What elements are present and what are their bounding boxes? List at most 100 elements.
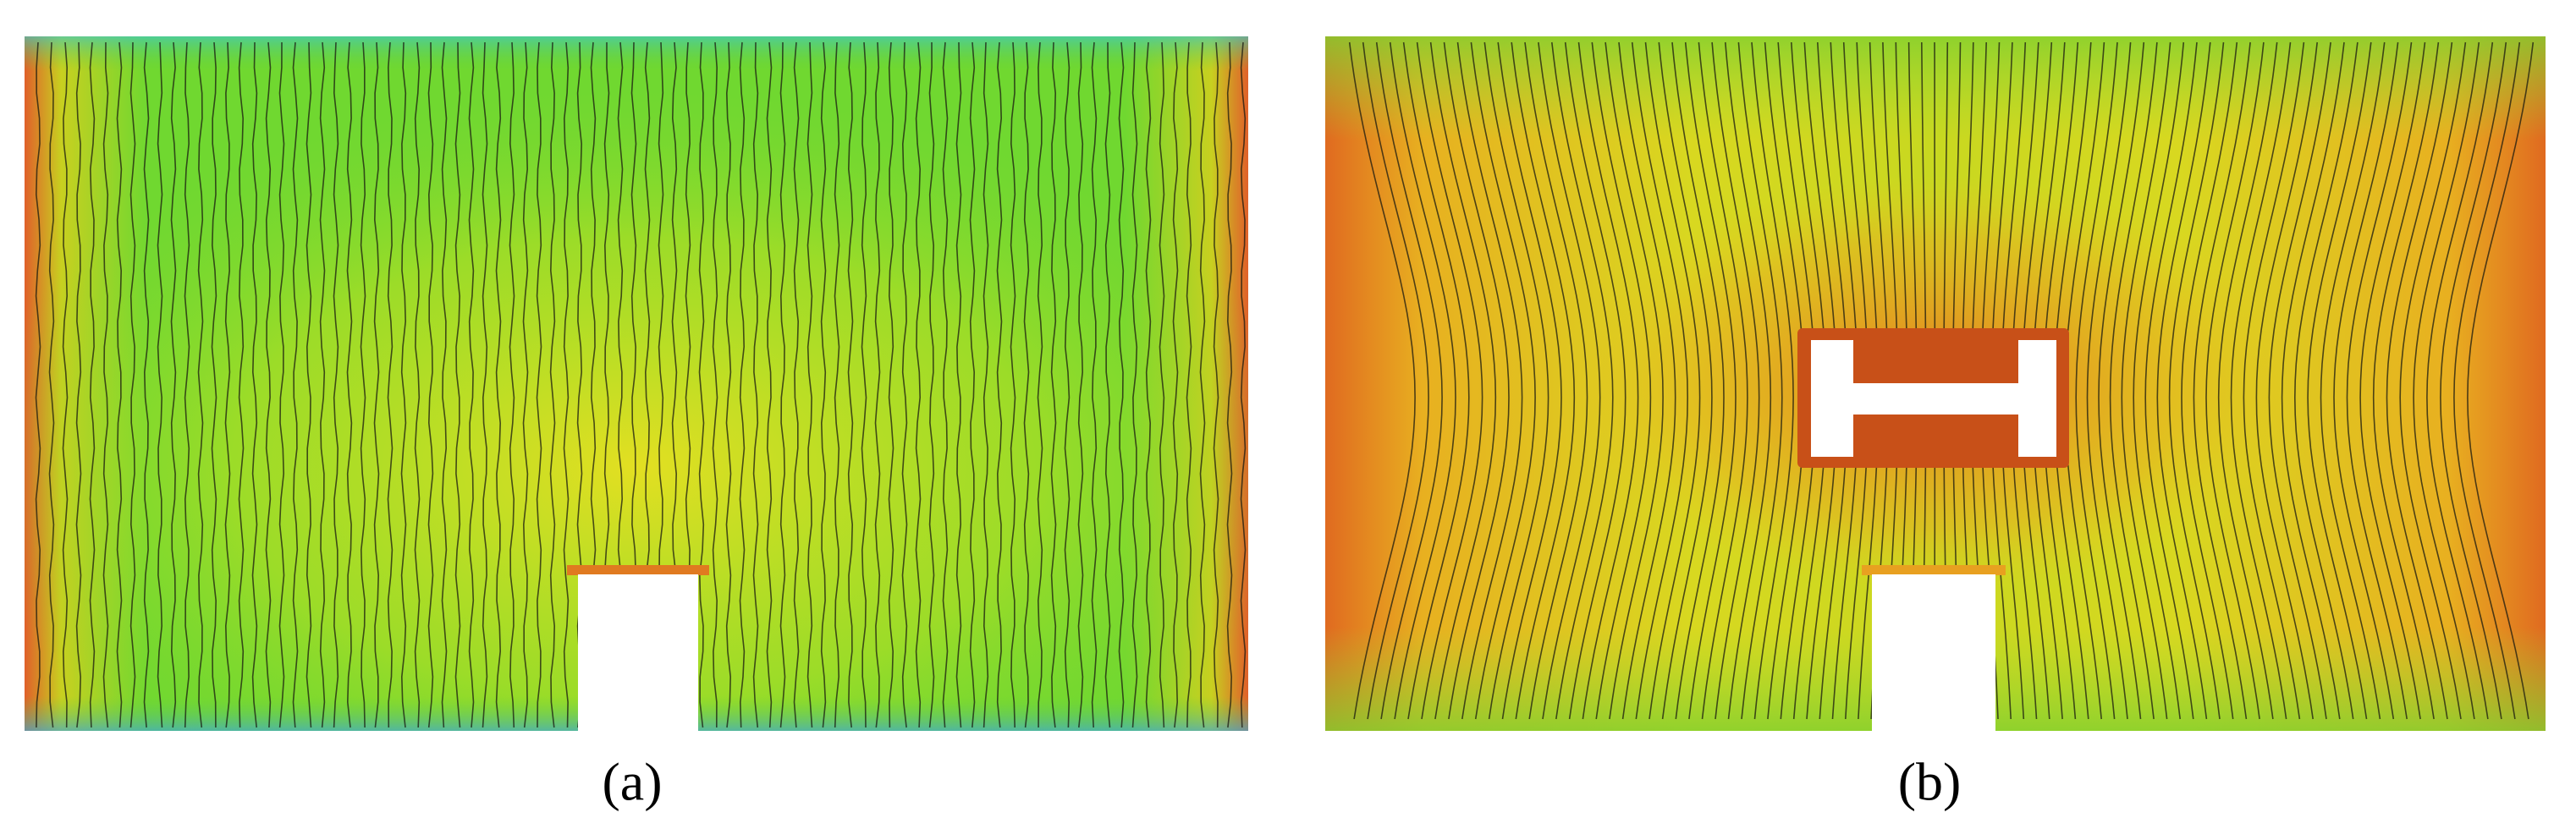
panel-a: (a) <box>25 36 1248 812</box>
field-line <box>333 41 339 728</box>
notch-edge <box>567 565 709 575</box>
field-line <box>1671 41 1725 720</box>
field-line <box>2346 41 2413 720</box>
field-line <box>116 41 123 728</box>
field-line <box>2268 41 2331 720</box>
field-line <box>197 41 204 728</box>
field-line <box>35 41 41 728</box>
field-line <box>969 41 976 728</box>
field-line <box>102 41 109 728</box>
field-line <box>1751 41 1794 720</box>
field-line <box>360 41 366 728</box>
field-line <box>2293 41 2359 720</box>
field-line <box>278 41 285 728</box>
field-line <box>1725 41 1772 720</box>
field-line <box>2359 41 2426 720</box>
field-line <box>2205 41 2265 720</box>
notch <box>578 574 698 732</box>
field-line <box>874 41 881 728</box>
field-line <box>1416 41 1483 720</box>
field-line <box>509 41 515 728</box>
field-line <box>1684 41 1737 720</box>
field-line <box>468 41 475 728</box>
field-line <box>89 41 96 728</box>
field-line <box>1577 41 1639 720</box>
field-line <box>834 41 840 728</box>
field-line <box>2230 41 2292 720</box>
field-line <box>1538 41 1601 720</box>
field-line <box>1145 41 1152 728</box>
field-line <box>1402 41 1470 720</box>
field-line <box>955 41 962 728</box>
field-line <box>2133 41 2185 720</box>
hole <box>1811 340 2056 457</box>
field-line <box>1591 41 1652 720</box>
field-line <box>2168 41 2225 720</box>
field-line <box>1186 41 1192 728</box>
field-line <box>1483 41 1549 720</box>
field-line <box>2440 41 2507 720</box>
field-line <box>2453 41 2521 720</box>
field-line <box>1077 41 1084 728</box>
field-line <box>2281 41 2345 720</box>
field-line <box>1240 41 1247 728</box>
field-line <box>2181 41 2238 720</box>
field-line <box>2098 41 2145 720</box>
field-line <box>129 41 136 728</box>
field-line <box>482 41 488 728</box>
field-line <box>1551 41 1614 720</box>
field-line <box>1470 41 1536 720</box>
field-line <box>292 41 299 728</box>
field-line <box>1226 41 1233 728</box>
panel-b: (b) <box>1325 36 2546 812</box>
field-line <box>2144 41 2198 720</box>
field-line <box>157 41 163 728</box>
field-line <box>1429 41 1497 720</box>
panel-label: (b) <box>1898 752 1962 812</box>
field-line <box>1618 41 1676 720</box>
field-line <box>888 41 894 728</box>
field-line <box>211 41 217 728</box>
field-line <box>1644 41 1701 720</box>
field-line <box>1658 41 1713 720</box>
field-line <box>1050 41 1057 728</box>
field-line <box>1023 41 1030 728</box>
field-line <box>495 41 502 728</box>
field-line <box>1213 41 1219 728</box>
field-line <box>752 41 759 728</box>
field-line <box>1010 41 1016 728</box>
field-line <box>265 41 272 728</box>
field-line <box>1104 41 1111 728</box>
field-lines <box>35 41 1247 728</box>
field-line <box>62 41 69 728</box>
field-line <box>319 41 326 728</box>
field-line <box>1199 41 1206 728</box>
field-line <box>983 41 989 728</box>
field-line <box>549 41 556 728</box>
field-line <box>2243 41 2305 720</box>
field-line <box>1511 41 1576 720</box>
field-line <box>48 41 55 728</box>
field-line <box>2399 41 2467 720</box>
field-line <box>170 41 177 728</box>
field-line <box>536 41 542 728</box>
field-line <box>2386 41 2453 720</box>
field-line <box>2372 41 2440 720</box>
field-line <box>739 41 746 728</box>
field-line <box>441 41 448 728</box>
field-line <box>1118 41 1125 728</box>
field-line <box>712 41 718 728</box>
field-line <box>2075 41 2118 720</box>
field-line <box>1348 41 1416 720</box>
field-line <box>400 41 407 728</box>
field-line <box>2333 41 2399 720</box>
field-line <box>1698 41 1748 720</box>
field-line <box>224 41 231 728</box>
field-line <box>2467 41 2535 720</box>
field-line <box>1456 41 1523 720</box>
field-line <box>1497 41 1562 720</box>
field-line <box>1737 41 1783 720</box>
field-line <box>915 41 922 728</box>
field-line <box>563 41 570 728</box>
